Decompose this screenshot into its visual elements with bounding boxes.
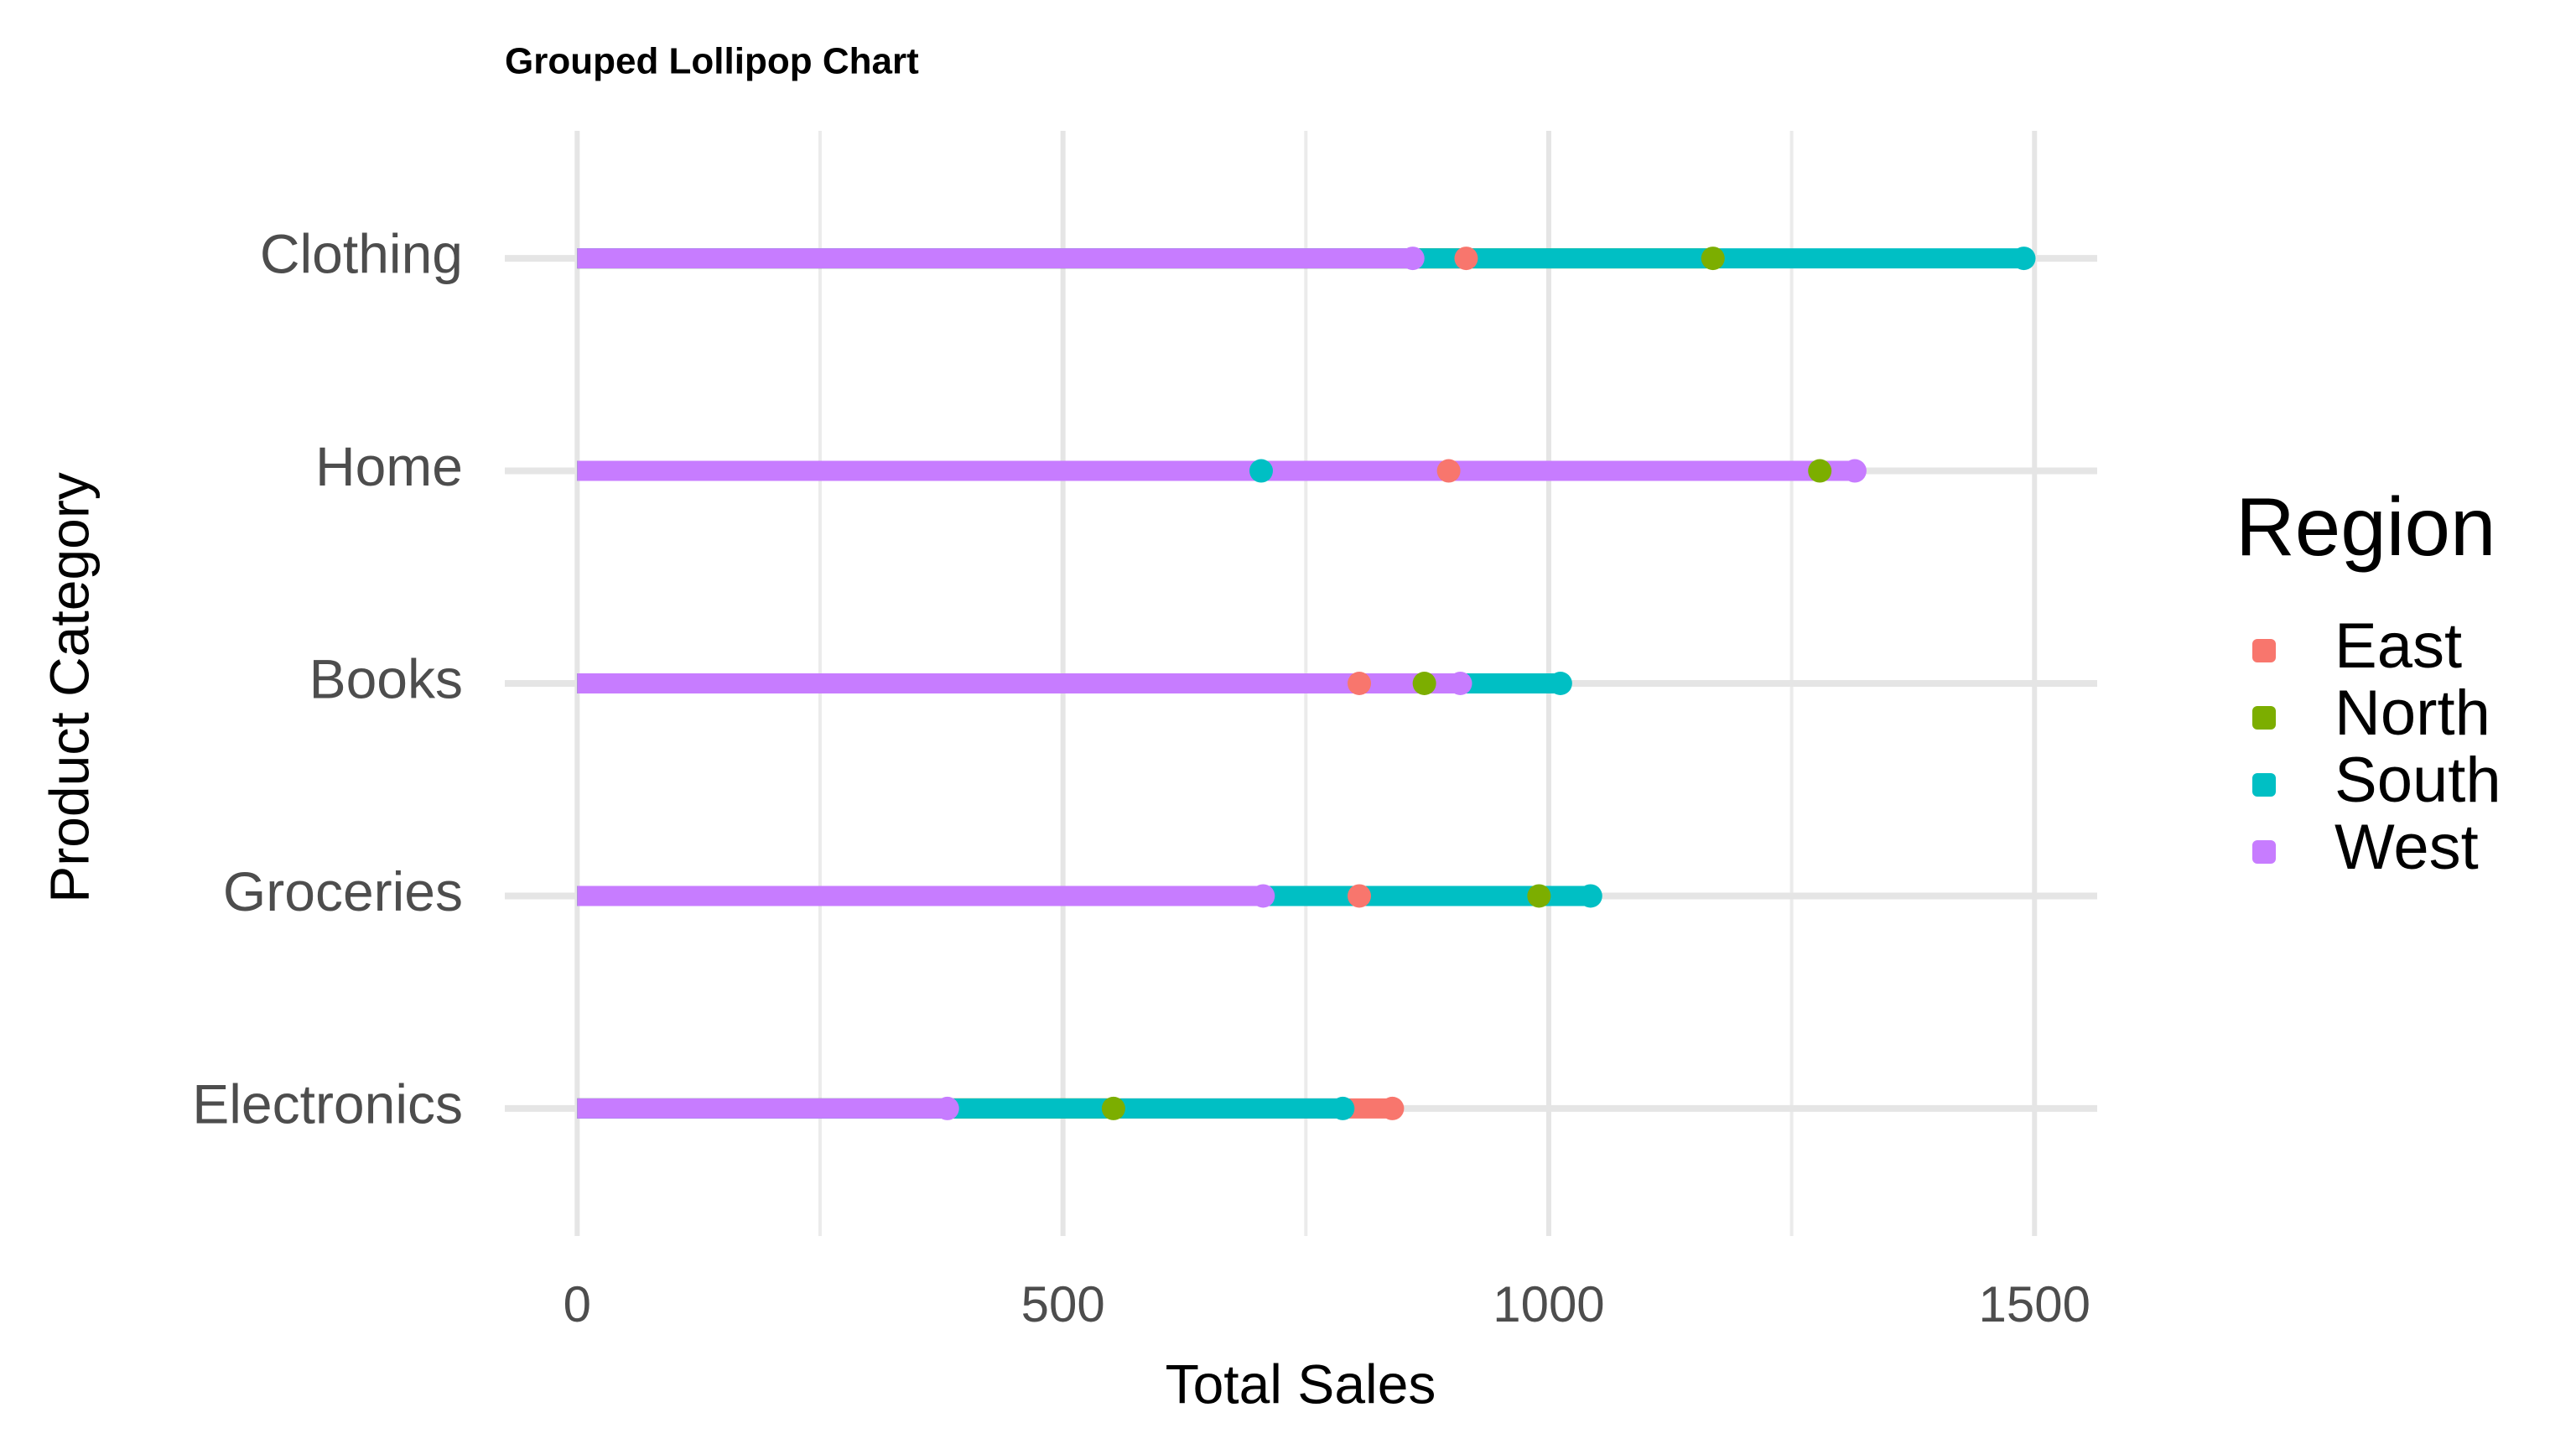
lollipop-point [1701,247,1725,271]
lollipop-point [935,1096,959,1120]
lollipop-point [1808,459,1832,483]
x-axis-title: Total Sales [1166,1353,1436,1415]
lollipop-point [1448,672,1472,695]
lollipop-point [1436,459,1461,483]
lollipop-point [1842,459,1867,483]
lollipop-point [2012,247,2036,271]
legend-key [2252,840,2276,864]
lollipop-point [1348,884,1372,908]
legend-title: Region [2236,480,2496,573]
lollipop-point [1548,672,1572,695]
lollipop-point [1454,247,1478,271]
legend-key [2252,773,2276,797]
legend-label: East [2334,610,2462,682]
lollipop-point [1331,1096,1355,1120]
lollipop-point [1251,884,1275,908]
legend-key [2252,639,2276,662]
y-tick-label: Home [315,435,463,497]
x-tick-label: 500 [1021,1276,1105,1332]
lollipop-point [1412,672,1436,695]
lollipop-point [1249,459,1273,483]
lollipop-point [1380,1096,1405,1120]
lollipop-point [1578,884,1602,908]
y-tick-label: Electronics [192,1072,463,1135]
y-tick-label: Clothing [260,223,463,285]
legend-label: West [2334,812,2479,883]
x-tick-label: 0 [564,1276,591,1332]
lollipop-point [1400,247,1425,271]
x-tick-label: 1500 [1979,1276,2090,1332]
lollipop-point [1348,672,1372,695]
legend-label: South [2334,745,2501,816]
y-tick-label: Groceries [223,860,463,922]
x-tick-label: 1000 [1493,1276,1604,1332]
lollipop-point [1527,884,1551,908]
legend-label: North [2334,678,2490,749]
chart-title: Grouped Lollipop Chart [505,41,919,82]
legend-key [2252,706,2276,730]
y-axis-title: Product Category [38,472,100,903]
y-tick-label: Books [309,647,463,709]
lollipop-point [1101,1096,1125,1120]
